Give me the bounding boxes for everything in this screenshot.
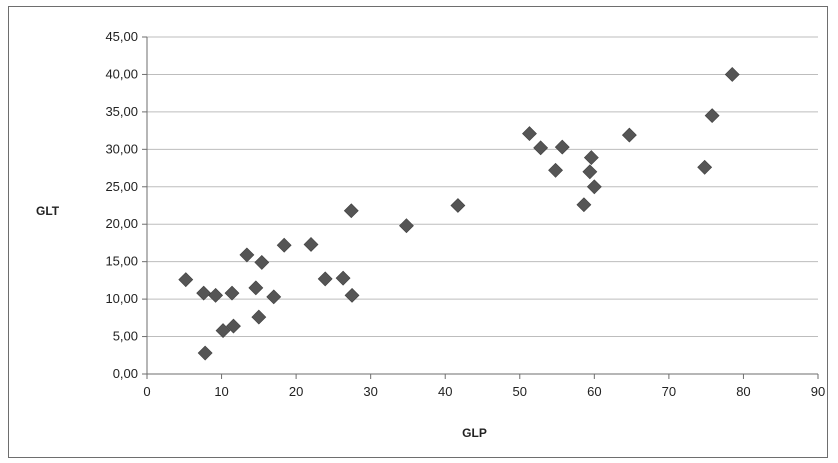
y-tick-label: 20,00 [105, 216, 138, 231]
data-point [554, 139, 570, 155]
y-tick-label: 45,00 [105, 29, 138, 44]
data-point [208, 287, 224, 303]
data-point [276, 237, 292, 253]
data-point [254, 254, 270, 270]
y-tick-label: 30,00 [105, 141, 138, 156]
y-tick-label: 5,00 [113, 329, 138, 344]
x-tick-label: 80 [736, 384, 750, 399]
y-tick-labels: 0,00 5,00 10,00 15,00 20,00 25,00 30,00 35,00 40… [105, 29, 138, 381]
data-point [344, 287, 360, 303]
data-point [178, 272, 194, 288]
x-tick-labels: 0 10 20 30 40 50 60 70 80 90 [143, 384, 825, 399]
data-point [248, 280, 264, 296]
data-point [224, 285, 240, 301]
data-point [303, 237, 319, 252]
data-point [399, 218, 414, 234]
data-point [450, 198, 466, 213]
data-point [343, 203, 359, 219]
y-tick-label: 25,00 [105, 179, 138, 194]
data-point [582, 164, 598, 180]
data-point [586, 179, 602, 195]
data-point [317, 271, 333, 287]
data-point [335, 270, 351, 286]
x-tick-label: 90 [811, 384, 825, 399]
x-axis-title: GLP [462, 426, 487, 440]
data-point [522, 126, 537, 142]
data-point [533, 140, 549, 156]
x-tick-label: 60 [587, 384, 601, 399]
y-axis-title: GLT [36, 204, 60, 218]
data-point [548, 162, 563, 178]
data-point [239, 247, 255, 263]
axes [146, 37, 818, 375]
x-tick-label: 40 [438, 384, 452, 399]
y-tick-label: 10,00 [105, 291, 138, 306]
data-point [583, 150, 599, 165]
x-tick-label: 20 [289, 384, 303, 399]
data-point [196, 285, 212, 301]
y-tick-label: 35,00 [105, 104, 138, 119]
x-tick-label: 50 [513, 384, 527, 399]
gridlines [142, 36, 819, 379]
y-tick-label: 15,00 [105, 254, 138, 269]
y-tick-label: 40,00 [105, 66, 138, 81]
data-point [197, 345, 213, 361]
data-point [576, 197, 592, 213]
chart-frame [8, 6, 828, 458]
x-tick-label: 30 [363, 384, 377, 399]
data-point [215, 323, 231, 338]
y-tick-label: 0,00 [113, 366, 138, 381]
data-point [251, 309, 267, 325]
x-tick-label: 0 [143, 384, 150, 399]
data-point [621, 127, 637, 143]
data-point [724, 67, 740, 82]
data-point [266, 289, 282, 305]
data-point [704, 108, 720, 124]
data-point [697, 159, 713, 175]
x-tick-label: 70 [662, 384, 676, 399]
x-tick-label: 10 [214, 384, 228, 399]
data-point [226, 318, 241, 334]
data-points [178, 67, 740, 361]
